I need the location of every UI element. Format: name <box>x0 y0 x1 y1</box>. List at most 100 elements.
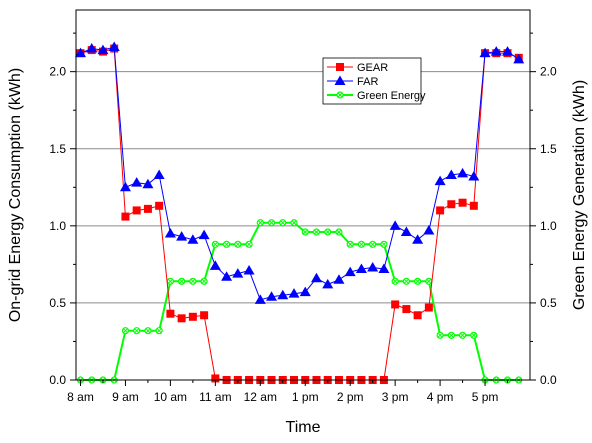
y-tick-label: 0.0 <box>49 373 66 387</box>
y2-tick-label: 2.0 <box>540 65 557 79</box>
legend-item: Green Energy <box>327 90 426 102</box>
y-tick-label: 1.0 <box>49 219 66 233</box>
y-axis-title: On-grid Energy Consumption (kWh) <box>7 68 24 322</box>
y2-tick-label: 0.5 <box>540 296 557 310</box>
data-point <box>245 240 253 248</box>
data-point <box>164 228 176 238</box>
series-layer <box>74 41 525 384</box>
data-point <box>178 277 186 285</box>
x-tick-label: 12 am <box>244 390 277 404</box>
y-tick-label: 0.5 <box>49 296 66 310</box>
data-point <box>132 206 141 215</box>
plot-frame <box>75 9 531 381</box>
data-point <box>222 240 231 248</box>
data-point <box>121 327 130 335</box>
data-point <box>458 331 467 339</box>
y2-axis-title: Green Energy Generation (kWh) <box>571 80 588 310</box>
data-point <box>155 327 163 335</box>
data-point <box>391 300 400 309</box>
legend-label: Green Energy <box>357 90 426 102</box>
data-point <box>97 44 109 55</box>
data-point <box>391 277 399 285</box>
data-point <box>434 175 446 186</box>
data-point <box>469 201 478 210</box>
grid-lines <box>76 71 530 304</box>
data-point <box>413 311 422 320</box>
data-point <box>333 274 345 284</box>
data-point <box>153 169 165 179</box>
data-point <box>513 53 525 64</box>
data-point <box>324 228 332 236</box>
data-point <box>335 228 343 236</box>
data-point <box>234 240 242 248</box>
series-line <box>80 46 520 301</box>
x-tick-label: 1 pm <box>292 390 319 404</box>
x-tick-label: 2 pm <box>337 390 364 404</box>
data-point <box>254 294 266 304</box>
data-point <box>414 277 422 285</box>
data-point <box>290 219 298 227</box>
x-axis-title: Time <box>286 419 321 436</box>
series-green-energy <box>76 219 523 384</box>
data-point <box>502 46 514 56</box>
legend-marker <box>336 63 344 71</box>
y2-tick-label: 1.5 <box>540 142 557 156</box>
data-point <box>445 169 457 179</box>
data-point <box>378 263 390 273</box>
data-point <box>389 220 401 230</box>
data-point <box>166 309 175 318</box>
data-point <box>144 327 152 335</box>
data-point <box>447 331 455 339</box>
legend-label: GEAR <box>357 62 388 74</box>
x-tick-label: 8 am <box>67 390 94 404</box>
series-far <box>74 41 525 304</box>
data-point <box>189 277 197 285</box>
data-point <box>346 240 354 248</box>
data-point <box>357 240 366 248</box>
data-point <box>412 234 424 244</box>
legend-label: FAR <box>357 76 378 88</box>
data-point <box>490 46 502 56</box>
data-point <box>166 277 174 285</box>
legend-item: GEAR <box>327 62 388 74</box>
data-point <box>279 219 287 227</box>
data-point <box>447 200 456 209</box>
data-point <box>198 229 210 240</box>
data-point <box>143 204 152 213</box>
data-point <box>436 331 444 339</box>
data-point <box>301 228 309 236</box>
data-point <box>267 219 276 227</box>
data-point <box>209 260 221 270</box>
data-point <box>243 265 255 275</box>
data-point <box>108 41 120 51</box>
data-point <box>277 289 289 300</box>
data-point <box>221 271 233 281</box>
data-point <box>436 206 445 215</box>
data-point <box>402 277 410 285</box>
legend: GEAR FAR Green Energy <box>322 57 426 105</box>
data-point <box>142 178 154 189</box>
data-point <box>256 219 264 227</box>
x-tick-label: 5 pm <box>472 390 499 404</box>
data-point <box>200 277 208 285</box>
data-point <box>424 303 433 312</box>
series-gear <box>76 44 523 384</box>
data-point <box>121 212 130 221</box>
data-point <box>457 167 469 178</box>
data-point <box>288 288 300 298</box>
axes: 0.0 0.5 1.0 1.5 2.0 0.0 0.5 1.0 1.5 2.0 8 am 9 am 10… <box>49 32 557 404</box>
x-tick-label: 3 pm <box>382 390 409 404</box>
data-point <box>468 171 480 181</box>
data-point <box>187 234 199 244</box>
data-point <box>232 268 244 278</box>
x-tick-label: 11 am <box>199 390 231 404</box>
data-point <box>131 177 143 187</box>
data-point <box>176 231 188 241</box>
data-point <box>188 312 197 321</box>
data-point <box>458 198 467 207</box>
data-point <box>155 201 164 210</box>
data-point <box>322 278 334 289</box>
data-point <box>355 263 367 273</box>
x-tick-label: 9 am <box>112 390 139 404</box>
